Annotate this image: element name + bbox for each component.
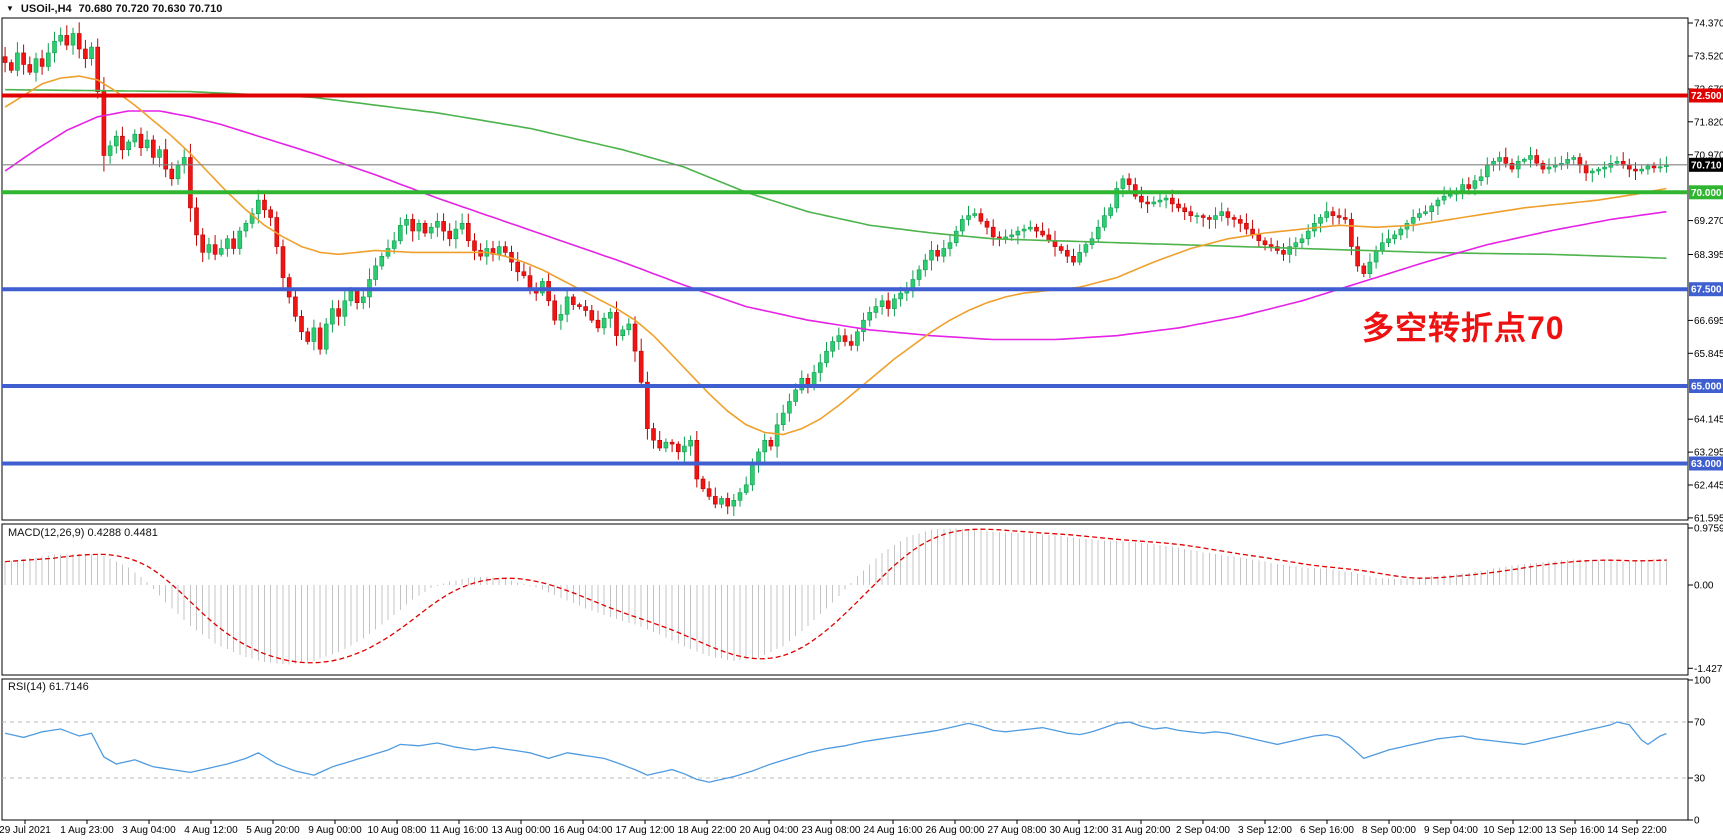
svg-text:70.970: 70.970 [1694,150,1723,161]
svg-text:65.000: 65.000 [1691,382,1722,393]
svg-text:18 Aug 22:00: 18 Aug 22:00 [678,825,737,836]
svg-text:6 Sep 16:00: 6 Sep 16:00 [1300,825,1354,836]
svg-text:30: 30 [1694,774,1706,785]
ma-fast-orange [4,75,1667,436]
svg-text:61.595: 61.595 [1694,513,1723,524]
svg-text:65.845: 65.845 [1694,349,1723,360]
svg-text:0.00: 0.00 [1694,581,1714,592]
svg-text:69.270: 69.270 [1694,216,1723,227]
svg-text:70: 70 [1694,718,1706,729]
svg-text:31 Aug 20:00: 31 Aug 20:00 [1112,825,1171,836]
svg-text:16 Aug 04:00: 16 Aug 04:00 [554,825,613,836]
svg-text:64.145: 64.145 [1694,415,1723,426]
macd-histogram [4,528,1667,665]
svg-text:14 Sep 22:00: 14 Sep 22:00 [1607,825,1667,836]
svg-text:1 Aug 23:00: 1 Aug 23:00 [60,825,114,836]
svg-text:68.395: 68.395 [1694,250,1723,261]
svg-text:70.000: 70.000 [1691,188,1722,199]
svg-text:11 Aug 16:00: 11 Aug 16:00 [430,825,489,836]
svg-text:27 Aug 08:00: 27 Aug 08:00 [988,825,1047,836]
svg-text:20 Aug 04:00: 20 Aug 04:00 [740,825,799,836]
svg-text:13 Sep 16:00: 13 Sep 16:00 [1545,825,1605,836]
svg-text:10 Sep 12:00: 10 Sep 12:00 [1483,825,1543,836]
svg-text:29 Jul 2021: 29 Jul 2021 [0,825,51,836]
svg-text:-1.427: -1.427 [1694,664,1723,675]
svg-text:17 Aug 12:00: 17 Aug 12:00 [616,825,675,836]
ma-slow-green [5,88,1667,259]
svg-text:62.445: 62.445 [1694,481,1723,492]
svg-text:72.500: 72.500 [1691,91,1722,102]
svg-text:67.500: 67.500 [1691,285,1722,296]
svg-text:2 Sep 04:00: 2 Sep 04:00 [1176,825,1230,836]
svg-text:66.695: 66.695 [1694,316,1723,327]
svg-text:4 Aug 12:00: 4 Aug 12:00 [184,825,238,836]
svg-text:100: 100 [1694,676,1711,687]
svg-text:73.520: 73.520 [1694,52,1723,63]
chart-annotation-text: 多空转折点70 [1362,310,1565,346]
candlestick-series[interactable] [2,22,1669,516]
svg-text:3 Aug 04:00: 3 Aug 04:00 [122,825,176,836]
svg-text:63.000: 63.000 [1691,459,1722,470]
svg-text:10 Aug 08:00: 10 Aug 08:00 [368,825,427,836]
ohlc-values: 70.680 70.720 70.630 70.710 [78,3,223,15]
svg-text:26 Aug 00:00: 26 Aug 00:00 [926,825,985,836]
symbol-dropdown-icon[interactable]: ▼ [6,4,14,13]
macd-indicator-label: MACD(12,26,9) 0.4288 0.4481 [8,527,158,539]
rsi-axis: 100 70 30 0 [1688,676,1711,827]
chart-title-bar: ▼ USOil-,H4 70.680 70.720 70.630 70.710 [6,2,222,16]
price-axis-boxes: 72.500 70.710 70.000 67.500 65.000 63.000 [1689,88,1723,471]
svg-text:3 Sep 12:00: 3 Sep 12:00 [1238,825,1292,836]
rsi-line [4,721,1667,783]
svg-text:70.710: 70.710 [1691,160,1722,171]
svg-text:30 Aug 12:00: 30 Aug 12:00 [1050,825,1109,836]
svg-text:5 Aug 20:00: 5 Aug 20:00 [246,825,300,836]
svg-text:74.370: 74.370 [1694,19,1723,30]
svg-text:63.295: 63.295 [1694,448,1723,459]
macd-signal-line [5,528,1667,664]
svg-text:13 Aug 00:00: 13 Aug 00:00 [492,825,551,836]
svg-text:71.820: 71.820 [1694,117,1723,128]
macd-axis: 0.9759 0.00 -1.427 [1688,524,1723,675]
svg-text:0: 0 [1694,816,1700,827]
time-axis: 29 Jul 2021 1 Aug 23:00 3 Aug 04:00 4 Aug 1… [0,820,1667,836]
rsi-indicator-label: RSI(14) 61.7146 [8,681,89,693]
symbol-period-label: USOil-,H4 [20,3,72,15]
svg-text:0.9759: 0.9759 [1694,524,1723,535]
svg-text:24 Aug 16:00: 24 Aug 16:00 [864,825,923,836]
panel-borders [1,17,1689,821]
svg-text:23 Aug 08:00: 23 Aug 08:00 [802,825,861,836]
svg-text:8 Sep 00:00: 8 Sep 00:00 [1362,825,1416,836]
svg-text:9 Aug 00:00: 9 Aug 00:00 [308,825,362,836]
svg-text:9 Sep 04:00: 9 Sep 04:00 [1424,825,1478,836]
ma-mid-magenta [4,110,1667,341]
